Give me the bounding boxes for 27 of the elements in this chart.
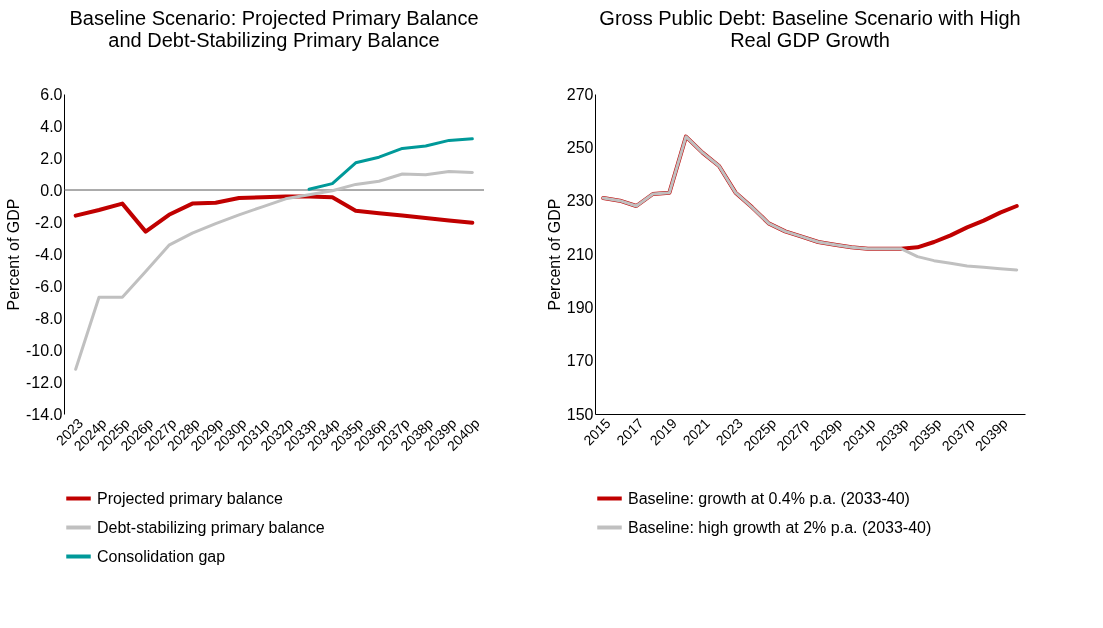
y-tick-label: 250 [566,138,594,156]
legend-label: Consolidation gap [97,547,226,565]
legend-label: Debt-stabilizing primary balance [97,518,325,536]
chart-title: Gross Public Debt: Baseline Scenario with High Real GDP Growth [599,7,1021,51]
y-tick-label: 0.0 [40,181,63,199]
legend-label: Baseline: high growth at 2% p.a. (2033-40) [628,518,932,536]
y-tick-label: 150 [566,405,594,423]
legend-label: Baseline: growth at 0.4% p.a. (2033-40) [628,489,910,507]
y-tick-label: 210 [566,245,594,263]
legend-label: Projected primary balance [97,489,283,507]
y-tick-label: 170 [566,352,594,370]
y-tick-label: -8.0 [34,309,63,327]
y-tick-label: 190 [566,298,594,316]
y-tick-label: -2.0 [34,213,63,231]
chart-title: Baseline Scenario: Projected Primary Balance and Debt-Stabilizing Primary Balance [69,7,479,51]
y-axis-title: Percent of GDP [5,198,23,311]
y-tick-label: -12.0 [26,373,63,391]
y-tick-label: -10.0 [26,341,63,359]
y-tick-label: -6.0 [34,277,63,295]
y-tick-label: 230 [566,192,594,210]
y-tick-label: -4.0 [34,245,63,263]
y-tick-label: 2.0 [40,149,63,167]
y-tick-label: 6.0 [40,85,63,103]
y-tick-label: 4.0 [40,117,63,135]
y-axis-title: Percent of GDP [545,198,563,311]
y-tick-label: -14.0 [26,405,63,423]
y-tick-label: 270 [566,85,594,103]
